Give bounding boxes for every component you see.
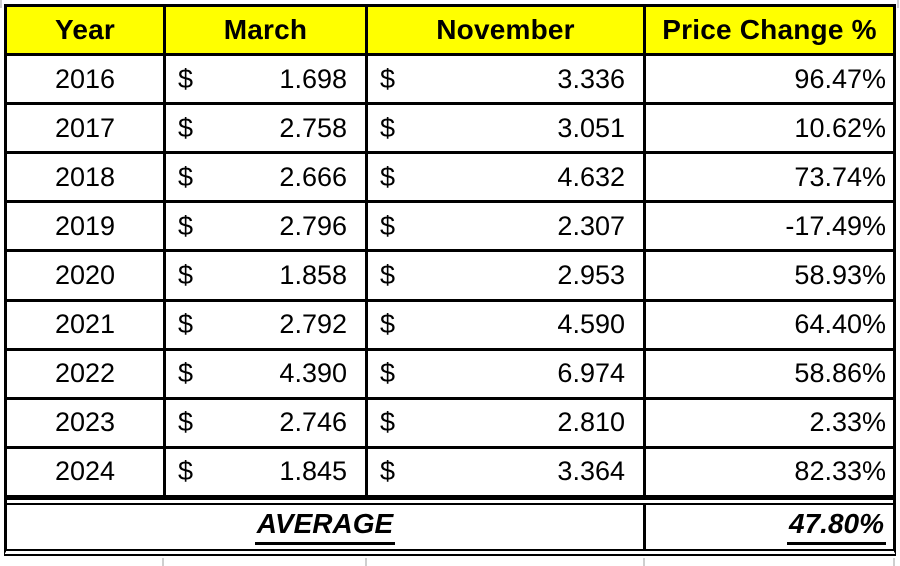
march-value: 2.666 [279, 161, 347, 192]
november-value: 6.974 [557, 358, 625, 389]
november-value: 2.810 [557, 407, 625, 438]
cell-year: 2024 [7, 448, 166, 495]
cell-november: $ 3.051 [368, 105, 646, 152]
gridline-stub [162, 558, 164, 566]
cell-price-change: 96.47% [794, 63, 886, 94]
cell-november: $ 4.590 [368, 301, 646, 348]
cell-price-change: 73.74% [794, 161, 886, 192]
cell-year: 2021 [7, 301, 166, 348]
march-value: 2.792 [279, 309, 347, 340]
cell-march: $ 2.666 [166, 154, 368, 201]
cell-price-change: 64.40% [794, 309, 886, 340]
cell-november: $ 4.632 [368, 154, 646, 201]
cell-march: $ 2.792 [166, 301, 368, 348]
cell-march: $ 2.758 [166, 105, 368, 152]
cell-year: 2017 [7, 105, 166, 152]
march-value: 2.796 [279, 210, 347, 241]
cell-price-change: 58.86% [794, 358, 886, 389]
dollar-sign: $ [380, 63, 396, 94]
header-cell-march: March [166, 7, 368, 53]
cell-price-change: 82.33% [794, 456, 886, 487]
dollar-sign: $ [380, 161, 396, 192]
dollar-sign: $ [380, 259, 396, 290]
table-row-2016: 2016 $ 1.698 $ 3.336 96.47% [7, 56, 893, 106]
cell-year: 2018 [7, 154, 166, 201]
november-value: 3.364 [557, 456, 625, 487]
dollar-sign: $ [380, 358, 396, 389]
cell-march: $ 2.796 [166, 203, 368, 250]
table-row-2019: 2019 $ 2.796 $ 2.307 -17.49% [7, 203, 893, 253]
cell-year: 2016 [7, 56, 166, 103]
november-value: 2.953 [557, 259, 625, 290]
dollar-sign: $ [178, 161, 194, 192]
cell-november: $ 6.974 [368, 350, 646, 397]
march-value: 1.845 [279, 456, 347, 487]
table-row-2018: 2018 $ 2.666 $ 4.632 73.74% [7, 154, 893, 204]
dollar-sign: $ [178, 112, 194, 143]
cell-march: $ 4.390 [166, 350, 368, 397]
dollar-sign: $ [178, 456, 194, 487]
table-row-2023: 2023 $ 2.746 $ 2.810 2.33% [7, 399, 893, 449]
dollar-sign: $ [380, 309, 396, 340]
november-value: 3.051 [557, 112, 625, 143]
march-value: 2.746 [279, 407, 347, 438]
cell-november: $ 3.336 [368, 56, 646, 103]
cell-march: $ 1.845 [166, 448, 368, 495]
cell-price-change: -17.49% [785, 210, 886, 241]
average-row: AVERAGE 47.80% [7, 497, 893, 549]
dollar-sign: $ [178, 210, 194, 241]
cell-year: 2020 [7, 252, 166, 299]
cell-november: $ 2.307 [368, 203, 646, 250]
average-value-cell: 47.80% [646, 505, 893, 549]
november-value: 4.590 [557, 309, 625, 340]
average-label: AVERAGE [254, 508, 396, 545]
dollar-sign: $ [178, 259, 194, 290]
average-label-cell: AVERAGE [7, 504, 646, 549]
dollar-sign: $ [380, 407, 396, 438]
gridline-stub [643, 558, 645, 566]
cell-price-change: 10.62% [794, 112, 886, 143]
header-cell-november: November [368, 7, 646, 53]
header-row: Year March November Price Change % [7, 7, 893, 56]
cell-november: $ 2.810 [368, 399, 646, 446]
november-value: 2.307 [557, 210, 625, 241]
cell-march: $ 1.698 [166, 56, 368, 103]
header-cell-year: Year [7, 7, 166, 53]
cell-march: $ 1.858 [166, 252, 368, 299]
header-cell-price-change: Price Change % [662, 14, 877, 45]
cell-price-change: 58.93% [794, 259, 886, 290]
dollar-sign: $ [380, 456, 396, 487]
table-row-2017: 2017 $ 2.758 $ 3.051 10.62% [7, 105, 893, 155]
gridline-stub [365, 558, 367, 566]
cell-year: 2019 [7, 203, 166, 250]
table-row-2022: 2022 $ 4.390 $ 6.974 58.86% [7, 350, 893, 400]
cell-november: $ 3.364 [368, 448, 646, 495]
gridline-stub [0, 0, 2, 8]
table-row-2021: 2021 $ 2.792 $ 4.590 64.40% [7, 301, 893, 351]
table-row-2024: 2024 $ 1.845 $ 3.364 82.33% [7, 448, 893, 498]
dollar-sign: $ [178, 358, 194, 389]
dollar-sign: $ [178, 309, 194, 340]
dollar-sign: $ [380, 112, 396, 143]
cell-november: $ 2.953 [368, 252, 646, 299]
march-value: 2.758 [279, 112, 347, 143]
march-value: 1.698 [279, 63, 347, 94]
march-value: 1.858 [279, 259, 347, 290]
cell-year: 2022 [7, 350, 166, 397]
november-value: 3.336 [557, 63, 625, 94]
gridline-stub [893, 558, 895, 566]
dollar-sign: $ [380, 210, 396, 241]
table-row-2020: 2020 $ 1.858 $ 2.953 58.93% [7, 252, 893, 302]
cell-year: 2023 [7, 399, 166, 446]
price-table: Year March November Price Change % 2016 … [4, 4, 896, 556]
cell-march: $ 2.746 [166, 399, 368, 446]
dollar-sign: $ [178, 63, 194, 94]
average-value: 47.80% [787, 508, 886, 545]
dollar-sign: $ [178, 407, 194, 438]
march-value: 4.390 [279, 358, 347, 389]
gridline-stub [897, 0, 899, 8]
november-value: 4.632 [557, 161, 625, 192]
cell-price-change: 2.33% [809, 407, 886, 438]
